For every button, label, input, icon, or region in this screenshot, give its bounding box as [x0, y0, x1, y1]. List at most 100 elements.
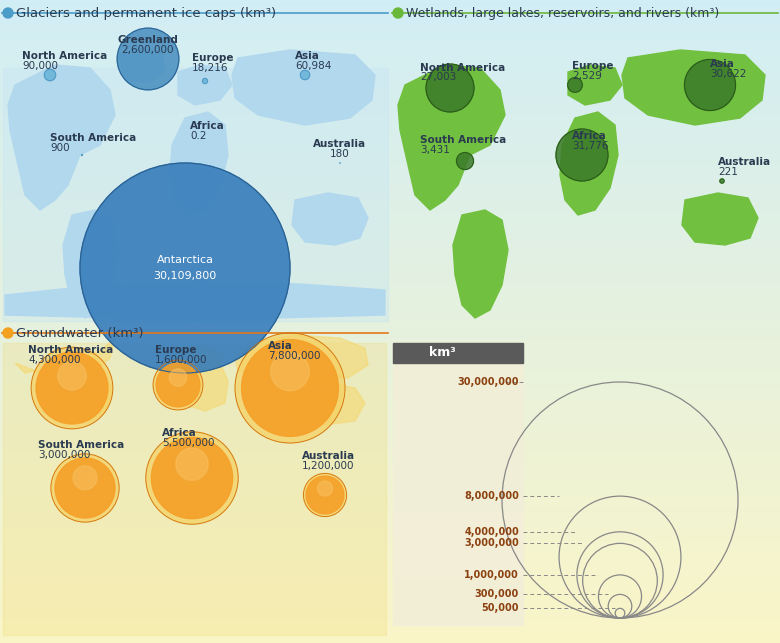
Bar: [0, 635, 780, 637]
Bar: [0, 212, 780, 214]
Bar: [0, 304, 780, 307]
Bar: [0, 178, 780, 180]
Bar: [0, 379, 780, 381]
Bar: [0, 407, 780, 410]
Bar: [0, 358, 780, 360]
Bar: [0, 593, 780, 596]
Bar: [0, 50, 780, 51]
Bar: [0, 266, 780, 268]
Polygon shape: [292, 193, 368, 245]
Text: 900: 900: [50, 143, 69, 153]
Text: 1,200,000: 1,200,000: [302, 461, 354, 471]
Bar: [0, 298, 780, 300]
Bar: [0, 581, 780, 583]
Text: Africa: Africa: [162, 428, 197, 438]
Bar: [0, 410, 780, 412]
Circle shape: [73, 466, 97, 490]
Circle shape: [176, 448, 208, 480]
Bar: [0, 590, 780, 592]
Text: 30,622: 30,622: [710, 69, 746, 79]
Bar: [0, 405, 780, 407]
Bar: [0, 127, 780, 129]
Bar: [0, 561, 780, 564]
Bar: [0, 96, 780, 98]
Text: 31,776: 31,776: [572, 141, 608, 151]
Text: 3,431: 3,431: [420, 145, 450, 155]
Bar: [0, 354, 780, 356]
Bar: [0, 79, 780, 82]
Bar: [0, 617, 780, 619]
Bar: [0, 542, 780, 545]
Bar: [0, 386, 780, 388]
Bar: [0, 180, 780, 182]
Bar: [0, 403, 780, 405]
Bar: [0, 275, 780, 276]
Bar: [0, 397, 780, 399]
Bar: [0, 240, 780, 242]
Bar: [0, 30, 780, 32]
Circle shape: [271, 352, 309, 391]
Bar: [0, 116, 780, 118]
Polygon shape: [63, 210, 118, 318]
Bar: [0, 225, 780, 227]
Bar: [0, 135, 780, 137]
Text: Greenland: Greenland: [118, 35, 179, 45]
Bar: [0, 208, 780, 210]
Bar: [0, 600, 780, 602]
Bar: [0, 186, 780, 188]
Bar: [0, 143, 780, 146]
Bar: [0, 0, 780, 2]
Bar: [0, 214, 780, 217]
Bar: [0, 307, 780, 309]
Bar: [0, 345, 780, 347]
Bar: [0, 103, 780, 105]
Bar: [0, 272, 780, 275]
Text: Asia: Asia: [710, 59, 735, 69]
Bar: [0, 461, 780, 463]
Bar: [0, 257, 780, 259]
Bar: [0, 150, 780, 152]
Bar: [0, 28, 780, 30]
Bar: [0, 609, 780, 611]
Circle shape: [242, 340, 339, 437]
Bar: [0, 506, 780, 508]
Bar: [0, 352, 780, 354]
Bar: [0, 439, 780, 442]
Text: 7,800,000: 7,800,000: [268, 351, 321, 361]
Polygon shape: [682, 193, 758, 245]
Bar: [0, 172, 780, 174]
Bar: [0, 637, 780, 638]
Text: South America: South America: [50, 133, 136, 143]
Bar: [0, 105, 780, 107]
Circle shape: [568, 78, 583, 93]
Text: North America: North America: [420, 63, 505, 73]
Bar: [0, 11, 780, 13]
Bar: [0, 553, 780, 555]
Bar: [0, 253, 780, 255]
Bar: [0, 638, 780, 641]
Bar: [0, 392, 780, 394]
Polygon shape: [290, 383, 365, 425]
Bar: [0, 255, 780, 257]
Bar: [0, 13, 780, 15]
Circle shape: [456, 152, 473, 170]
Bar: [0, 534, 780, 536]
Circle shape: [169, 369, 186, 386]
Bar: [0, 548, 780, 551]
Bar: [0, 491, 780, 493]
Bar: [0, 217, 780, 219]
Bar: [0, 315, 780, 317]
Bar: [0, 368, 780, 371]
Bar: [0, 502, 780, 503]
Circle shape: [156, 363, 200, 407]
Bar: [0, 262, 780, 264]
Circle shape: [393, 8, 403, 18]
Bar: [0, 529, 780, 532]
Bar: [0, 435, 780, 437]
Bar: [0, 249, 780, 251]
Bar: [0, 199, 780, 201]
Bar: [0, 43, 780, 45]
Bar: [0, 95, 780, 96]
Bar: [0, 388, 780, 390]
Bar: [0, 169, 780, 172]
